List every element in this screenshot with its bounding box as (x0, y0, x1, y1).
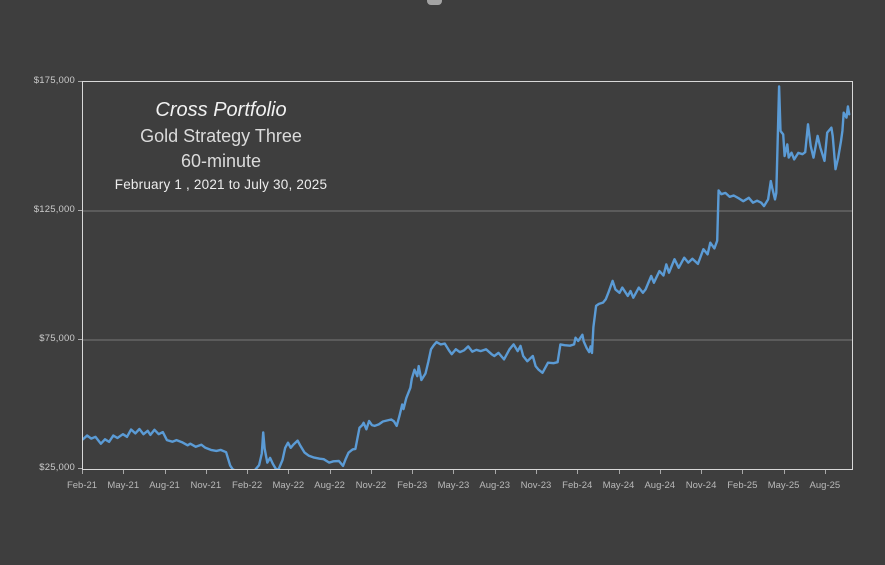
chart-annotation-block: Cross Portfolio Gold Strategy Three 60-m… (81, 96, 361, 195)
y-axis-tick (78, 339, 82, 340)
gridlines (83, 210, 852, 341)
x-axis-label: Feb-22 (232, 480, 263, 491)
y-axis-label: $125,000 (33, 204, 75, 215)
y-axis-tick (78, 210, 82, 211)
x-axis-label: Feb-21 (66, 480, 98, 491)
y-axis-tick (78, 468, 82, 469)
y-axis-tick (78, 81, 82, 82)
x-axis-tick (164, 470, 166, 474)
x-axis-label: May-24 (602, 480, 635, 491)
x-axis-tick (123, 470, 125, 474)
x-axis-tick (494, 470, 496, 474)
x-axis-label: Aug-25 (809, 480, 841, 491)
x-axis-tick (535, 470, 537, 474)
x-axis-tick (412, 470, 414, 474)
x-axis-label: May-25 (767, 480, 800, 491)
x-axis-label: Feb-24 (562, 480, 593, 491)
x-axis-tick (205, 470, 207, 474)
x-axis-tick (577, 470, 579, 474)
equity-curve-svg (83, 85, 852, 469)
x-axis-tick (742, 470, 744, 474)
y-axis-label: $175,000 (33, 75, 75, 86)
x-axis-label: May-21 (107, 480, 140, 491)
x-axis-label: Feb-25 (727, 480, 758, 491)
annotation-timeframe: 60-minute (180, 151, 262, 171)
x-axis-label: Nov-21 (190, 480, 222, 491)
annotation-date-range: February 1 , 2021 to July 30, 2025 (114, 177, 328, 192)
y-axis-label: $75,000 (39, 333, 75, 344)
x-axis-tick (247, 470, 249, 474)
x-axis-tick (783, 470, 785, 474)
x-axis-label: Nov-22 (355, 480, 387, 491)
x-axis-tick (329, 470, 331, 474)
plot-area (82, 81, 853, 470)
x-axis-label: May-22 (272, 480, 305, 491)
x-axis-label: Aug-23 (479, 480, 511, 491)
x-axis-tick (453, 470, 455, 474)
clipped-title-fragment (427, 0, 442, 5)
x-axis-tick (370, 470, 372, 474)
x-axis-tick (659, 470, 661, 474)
x-axis-tick (701, 470, 703, 474)
x-axis-tick (82, 470, 83, 474)
annotation-portfolio-name: Cross Portfolio (155, 99, 287, 121)
y-axis-label: $25,000 (39, 462, 75, 473)
x-axis-tick (288, 470, 290, 474)
equity-curve-line (83, 85, 851, 469)
x-axis-tick (824, 470, 826, 474)
x-axis-label: Nov-23 (520, 480, 552, 491)
x-axis-label: Aug-24 (644, 480, 676, 491)
x-axis-label: Aug-22 (314, 480, 345, 491)
x-axis-tick (618, 470, 620, 474)
x-axis-label: May-23 (437, 480, 470, 491)
x-axis-label: Nov-24 (685, 480, 717, 491)
x-axis-label: Aug-21 (149, 480, 180, 491)
x-axis-label: Feb-23 (397, 480, 428, 491)
annotation-strategy-name: Gold Strategy Three (140, 126, 302, 146)
